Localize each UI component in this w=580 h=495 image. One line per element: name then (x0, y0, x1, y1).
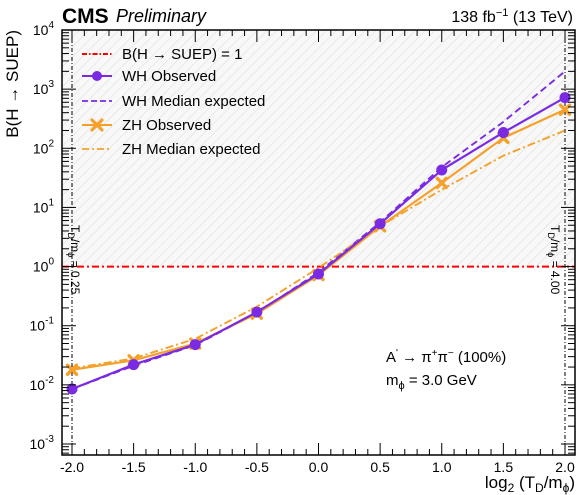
y-tick-label: 101 (33, 197, 55, 215)
boundary-label-left: TD/mϕ = 0.25 (66, 225, 82, 295)
data-point-wh-observed (128, 359, 140, 371)
data-point-wh-observed (313, 268, 324, 280)
series-line-zh-median-expected (71, 129, 566, 370)
tick-layer: -2.0 -1.5 -1.0 -0.5 0.0 0.5 1.0 1.5 2.0 10-3 10-2 1… (30, 20, 575, 475)
data-point-wh-observed (436, 164, 448, 176)
y-tick-label: 10-1 (30, 316, 55, 334)
y-axis-title: B(H → SUEP) (3, 30, 22, 138)
data-point-wh-observed (559, 92, 571, 104)
data-point-wh-observed (497, 126, 509, 138)
x-tick-label: -2.0 (60, 459, 84, 475)
legend-marker-wh-observed (92, 71, 102, 81)
legend-marker-zh-observed (90, 118, 104, 132)
data-point-wh-observed (189, 339, 201, 351)
y-tick-label: 100 (33, 257, 55, 275)
data-point-wh-observed (66, 383, 78, 395)
legend-label-zh-expected: ZH Median expected (122, 141, 260, 158)
mass-annotation: mϕ = 3.0 GeV (386, 372, 477, 392)
y-tick-label: 103 (33, 79, 55, 97)
process-annotation: A' → π+π− (100%) (386, 348, 506, 366)
status-label: Preliminary (116, 6, 207, 26)
legend-label-wh-expected: WH Median expected (122, 93, 265, 110)
data-point-zh-observed (435, 176, 448, 190)
legend-label-reference: B(H → SUEP) = 1 (122, 46, 242, 63)
x-tick-label: 0.5 (370, 459, 390, 475)
x-tick-label: -1.0 (183, 459, 207, 475)
series-layer (65, 70, 572, 395)
x-axis-title: log2 (TD/mϕ) (485, 473, 575, 495)
y-tick-label: 104 (33, 20, 55, 38)
luminosity-label: 138 fb−1 (13 TeV) (451, 7, 573, 26)
legend-label-zh-observed: ZH Observed (122, 117, 211, 134)
legend: B(H → SUEP) = 1 WH Observed WH Median ex… (82, 46, 265, 158)
series-line-wh-median-expected (71, 70, 566, 390)
y-tick-label: 10-3 (30, 434, 55, 452)
data-point-wh-observed (374, 218, 386, 230)
cms-logo: CMS (62, 5, 109, 28)
x-tick-label: -1.5 (122, 459, 146, 475)
legend-label-wh-observed: WH Observed (122, 68, 216, 85)
y-tick-label: 102 (33, 138, 55, 156)
x-tick-label: 1.5 (494, 459, 514, 475)
x-tick-label: 0.0 (309, 459, 329, 475)
boundary-label-right: TD/mϕ = 4.00 (546, 225, 562, 295)
x-tick-label: 2.0 (555, 459, 575, 475)
data-point-wh-observed (251, 306, 263, 318)
y-tick-label: 10-2 (30, 375, 55, 393)
x-tick-label: -0.5 (245, 459, 269, 475)
x-tick-label: 1.0 (432, 459, 452, 475)
